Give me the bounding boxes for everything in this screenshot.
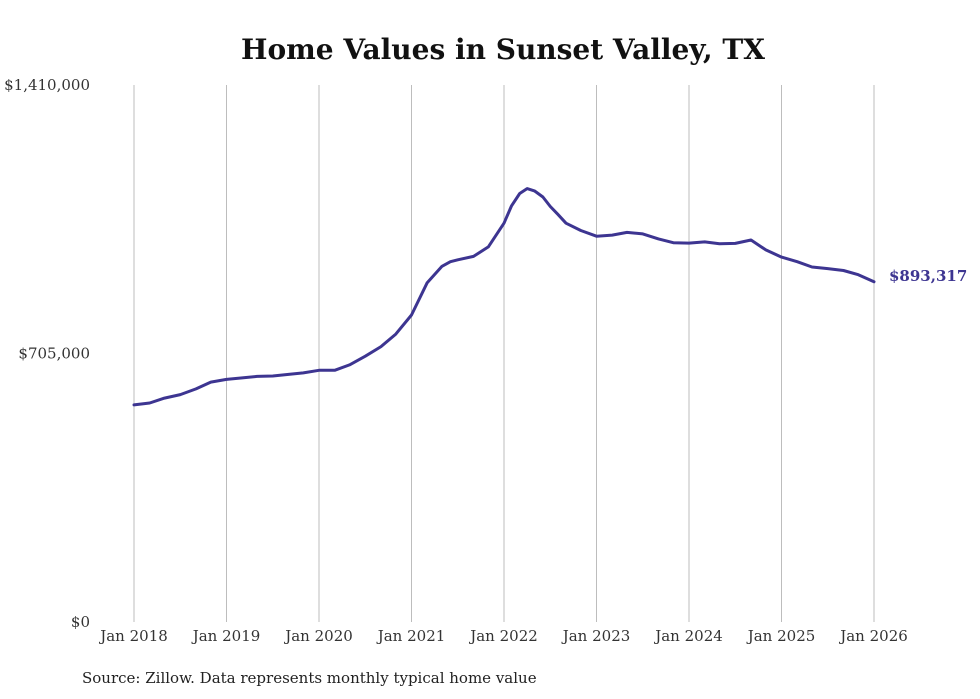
x-tick-label: Jan 2021 bbox=[376, 627, 446, 645]
source-note: Source: Zillow. Data represents monthly … bbox=[82, 669, 537, 687]
x-tick-label: Jan 2026 bbox=[838, 627, 908, 645]
end-value-label: $893,317 bbox=[889, 267, 967, 285]
x-tick-label: Jan 2025 bbox=[746, 627, 816, 645]
y-tick-label: $0 bbox=[71, 613, 90, 631]
x-tick-label: Jan 2020 bbox=[283, 627, 353, 645]
x-tick-label: Jan 2018 bbox=[98, 627, 168, 645]
gridlines bbox=[133, 85, 875, 622]
y-tick-label: $1,410,000 bbox=[4, 76, 90, 94]
y-axis: $0 $705,000 $1,410,000 bbox=[4, 76, 90, 631]
x-tick-label: Jan 2022 bbox=[468, 627, 538, 645]
y-tick-label: $705,000 bbox=[18, 345, 90, 363]
series-line bbox=[132, 187, 876, 407]
x-tick-label: Jan 2024 bbox=[653, 627, 723, 645]
chart-title: Home Values in Sunset Valley, TX bbox=[241, 33, 765, 66]
x-axis: Jan 2018 Jan 2019 Jan 2020 Jan 2021 Jan 2022… bbox=[98, 627, 908, 645]
x-tick-label: Jan 2023 bbox=[561, 627, 631, 645]
x-tick-label: Jan 2019 bbox=[191, 627, 261, 645]
series-layer bbox=[132, 187, 876, 407]
